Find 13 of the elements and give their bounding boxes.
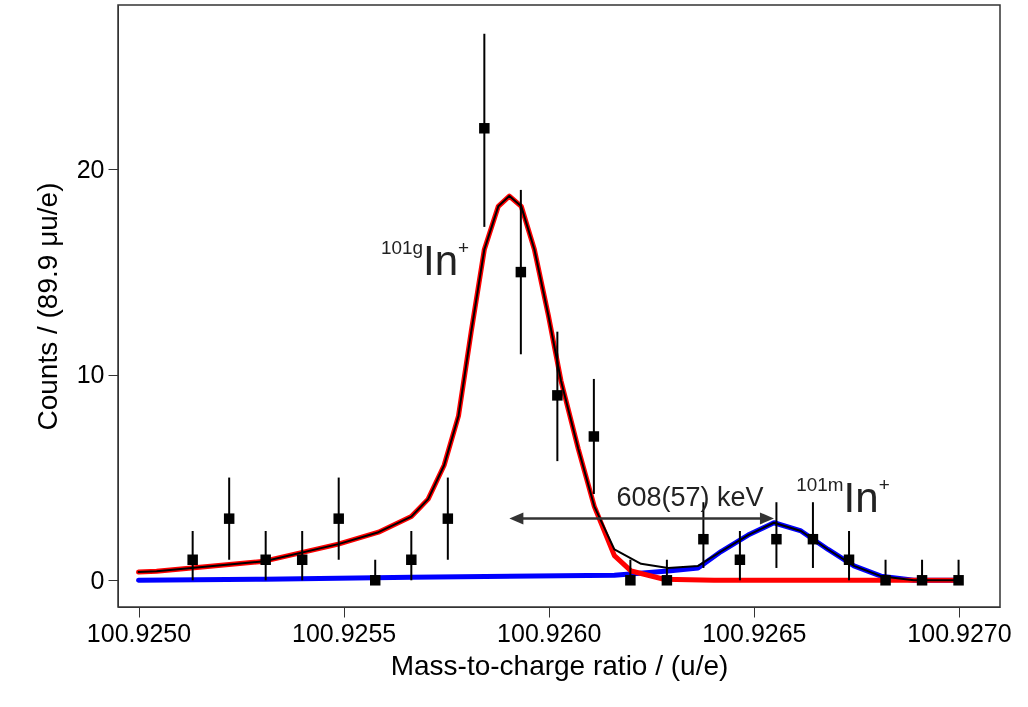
x-tick-label: 100.9255 <box>291 618 397 647</box>
y-tick-label: 20 <box>76 154 105 183</box>
annotation: 608(57) keV <box>616 482 764 513</box>
x-tick-label: 100.9260 <box>497 618 602 647</box>
x-tick-label: 100.9265 <box>702 618 807 647</box>
y-tick-label: 0 <box>90 565 105 594</box>
y-axis-title: Counts / (89.9 μu/e) <box>31 182 63 431</box>
y-tick-label: 10 <box>76 360 105 389</box>
x-tick-label: 100.9250 <box>86 618 192 647</box>
x-tick-label: 100.9270 <box>907 618 1012 647</box>
x-axis-title: Mass-to-charge ratio / (u/e) <box>390 649 729 681</box>
annotation: $^{101g}$In$^{+}$ <box>380 236 470 284</box>
annotation: $^{101m}$In$^{+}$ <box>796 473 890 521</box>
